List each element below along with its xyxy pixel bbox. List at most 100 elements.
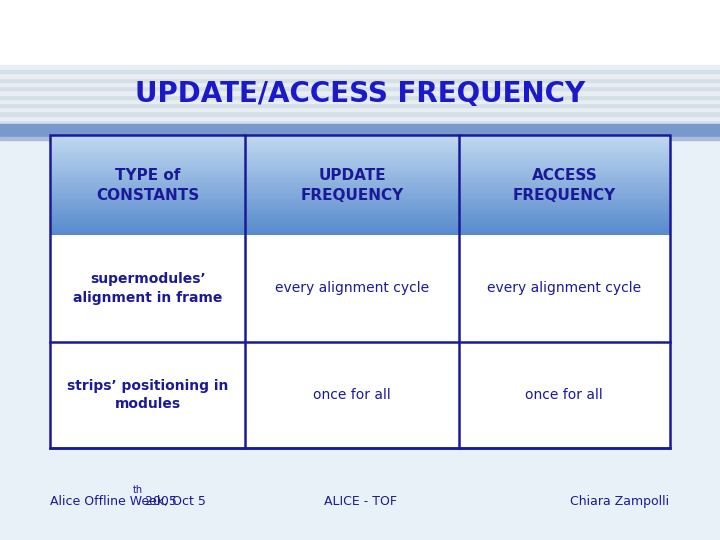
Bar <box>246 145 459 147</box>
Bar <box>246 158 459 160</box>
Bar <box>459 137 670 138</box>
Bar <box>459 152 670 153</box>
Bar <box>0 116 720 120</box>
Bar <box>246 204 459 205</box>
Bar <box>0 73 720 78</box>
Bar <box>50 152 246 153</box>
Bar <box>459 207 670 208</box>
Bar <box>246 155 459 157</box>
Bar <box>50 208 246 210</box>
Bar <box>246 160 459 161</box>
Bar <box>50 158 246 160</box>
Bar <box>459 168 670 170</box>
Bar <box>459 190 670 192</box>
Bar <box>50 182 246 184</box>
Bar <box>246 137 459 138</box>
Bar <box>459 135 670 137</box>
Bar <box>459 232 670 234</box>
Bar <box>50 230 246 232</box>
Bar <box>459 213 670 215</box>
Bar <box>50 180 246 182</box>
Bar <box>246 135 459 137</box>
Bar <box>50 213 246 215</box>
Bar <box>50 177 246 178</box>
Bar <box>459 225 670 227</box>
Bar <box>50 153 246 155</box>
Bar <box>50 167 246 168</box>
Bar <box>459 147 670 149</box>
Bar <box>50 225 246 227</box>
Bar <box>50 170 246 172</box>
Bar <box>246 222 459 224</box>
Bar <box>246 153 459 155</box>
Bar <box>50 228 246 230</box>
Bar <box>459 342 670 448</box>
Bar <box>246 143 459 145</box>
Bar <box>0 86 720 90</box>
Bar <box>459 160 670 161</box>
Bar <box>50 161 246 164</box>
Text: th: th <box>133 485 143 495</box>
Bar <box>246 178 459 180</box>
Bar <box>246 164 459 165</box>
Bar <box>246 230 459 232</box>
Bar <box>0 120 720 124</box>
Bar <box>246 234 459 235</box>
Bar <box>50 197 246 199</box>
Bar <box>50 210 246 212</box>
Bar <box>246 187 459 188</box>
Bar <box>0 94 720 99</box>
Bar <box>246 207 459 208</box>
Bar <box>50 185 246 187</box>
Bar <box>246 199 459 200</box>
Bar <box>459 193 670 195</box>
Bar <box>459 165 670 167</box>
Bar <box>246 168 459 170</box>
Bar <box>246 172 459 173</box>
Bar <box>50 160 246 161</box>
Bar <box>459 177 670 178</box>
Bar <box>246 213 459 215</box>
Bar <box>246 200 459 202</box>
Text: supermodules’
alignment in frame: supermodules’ alignment in frame <box>73 272 222 305</box>
Text: Chiara Zampolli: Chiara Zampolli <box>570 495 670 508</box>
Bar <box>459 185 670 187</box>
Bar <box>246 148 459 150</box>
Bar <box>0 99 720 103</box>
Bar <box>246 147 459 149</box>
Bar <box>459 178 670 180</box>
Bar <box>50 137 246 138</box>
Bar <box>459 235 670 342</box>
Bar <box>459 167 670 168</box>
Bar <box>246 212 459 213</box>
Bar <box>246 192 459 193</box>
Bar <box>50 195 246 197</box>
Bar <box>246 228 459 230</box>
Bar <box>0 65 720 69</box>
Bar <box>246 180 459 182</box>
Bar <box>459 153 670 155</box>
Bar <box>459 172 670 173</box>
Bar <box>459 202 670 204</box>
Bar <box>0 140 720 540</box>
Bar <box>50 164 246 165</box>
Text: once for all: once for all <box>313 388 391 402</box>
Bar <box>50 172 246 173</box>
Bar <box>0 82 720 86</box>
Bar <box>246 182 459 184</box>
Bar <box>459 227 670 228</box>
Bar <box>459 217 670 219</box>
Bar <box>246 170 459 172</box>
Bar <box>246 190 459 192</box>
Text: ALICE - TOF: ALICE - TOF <box>323 495 397 508</box>
Text: UPDATE/ACCESS FREQUENCY: UPDATE/ACCESS FREQUENCY <box>135 80 585 109</box>
Bar <box>50 193 246 195</box>
Bar <box>459 228 670 230</box>
Bar <box>50 234 246 235</box>
Bar <box>459 164 670 165</box>
Bar <box>0 107 720 111</box>
Bar <box>459 220 670 222</box>
Bar <box>246 193 459 195</box>
Bar <box>246 205 459 207</box>
Text: TYPE of
CONSTANTS: TYPE of CONSTANTS <box>96 168 199 202</box>
